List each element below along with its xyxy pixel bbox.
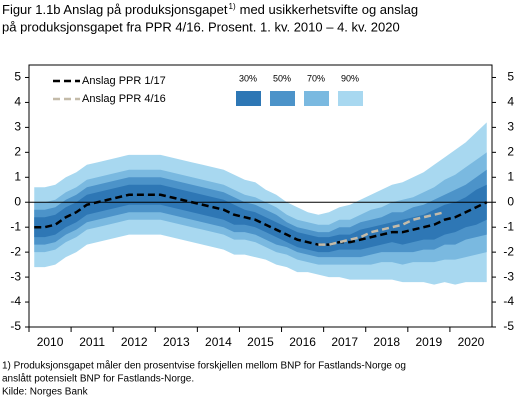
legend-label: 30%: [239, 73, 257, 83]
x-tick-label: 2015: [247, 335, 274, 349]
y-tick-label: 1: [14, 169, 21, 183]
x-tick-label: 2010: [37, 335, 64, 349]
y2-tick-label: 2: [507, 145, 514, 159]
legend-label: Anslag PPR 4/16: [82, 93, 166, 105]
y2-tick-label: 3: [507, 120, 514, 134]
legend-swatch: [270, 91, 295, 106]
y2-tick-label: -3: [503, 269, 514, 283]
y-tick-label: 4: [14, 95, 21, 109]
y-tick-label: 0: [14, 194, 21, 208]
x-tick-label: 2017: [331, 335, 358, 349]
x-tick-label: 2018: [373, 335, 400, 349]
y2-tick-label: -5: [503, 319, 514, 333]
x-tick-label: 2012: [121, 335, 148, 349]
title-part: Figur 1.1b Anslag på produksjonsgapet: [2, 2, 228, 17]
title-part: med usikkerhetsvifte og anslag: [240, 2, 418, 17]
chart-title: Figur 1.1b Anslag på produksjonsgapet1) m…: [2, 2, 418, 17]
y-tick-label: 3: [14, 120, 21, 134]
y2-tick-label: -4: [503, 294, 514, 308]
y2-tick-label: 5: [507, 70, 514, 84]
y2-tick-label: 1: [507, 169, 514, 183]
legend-swatch: [236, 91, 261, 106]
legend-label: 90%: [341, 73, 359, 83]
series-line: [34, 193, 488, 246]
x-tick-label: 2011: [79, 335, 105, 349]
y2-tick-label: 0: [507, 194, 514, 208]
y-tick-label: -4: [10, 294, 21, 308]
y-tick-label: -2: [10, 244, 21, 258]
x-tick-label: 2013: [163, 335, 190, 349]
y2-tick-label: 4: [507, 95, 514, 109]
source: Kilde: Norges Bank: [2, 387, 89, 398]
x-tick-label: 2020: [458, 335, 485, 349]
footnote: anslått potensielt BNP for Fastlands-Nor…: [2, 373, 194, 385]
y-tick-label: 2: [14, 145, 21, 159]
y-tick-label: -5: [10, 319, 21, 333]
title-superscript: 1): [229, 2, 236, 11]
legend-label: Anslag PPR 1/17: [82, 75, 166, 87]
chart-title-line: på produksjonsgapet fra PPR 4/16. Prosen…: [2, 19, 400, 34]
y-tick-label: 5: [14, 70, 21, 84]
legend-swatch: [338, 91, 363, 106]
legend-label: 50%: [273, 73, 291, 83]
x-tick-label: 2016: [289, 335, 316, 349]
legend-label: 70%: [307, 73, 325, 83]
y2-tick-label: -1: [503, 219, 514, 233]
footnote: 1) Produksjonsgapet måler den prosentvis…: [2, 360, 406, 372]
x-tick-label: 2014: [205, 335, 232, 349]
legend-swatch: [304, 91, 329, 106]
x-tick-label: 2019: [416, 335, 443, 349]
y-tick-label: -1: [10, 219, 21, 233]
y2-tick-label: -2: [503, 244, 514, 258]
plot-frame: [28, 64, 493, 328]
y-tick-label: -3: [10, 269, 21, 283]
